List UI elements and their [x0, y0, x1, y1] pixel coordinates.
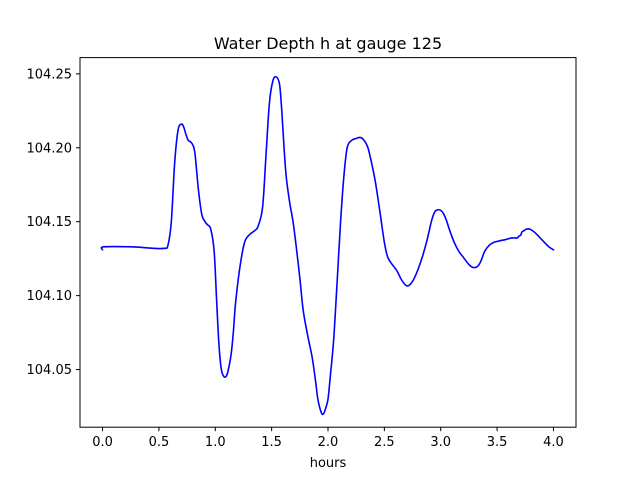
x-tick-label: 4.0	[543, 435, 564, 450]
x-tick-label: 0.0	[92, 435, 113, 450]
series-line-0	[100, 75, 555, 416]
x-tick-label: 0.5	[149, 435, 170, 450]
x-tick-label: 2.0	[318, 435, 339, 450]
y-tick-label: 104.10	[27, 289, 73, 304]
plot-area	[100, 75, 555, 416]
x-tick-label: 2.5	[374, 435, 395, 450]
y-tick-label: 104.25	[27, 67, 73, 82]
x-tick-label: 1.5	[261, 435, 282, 450]
y-tick-label: 104.15	[27, 215, 73, 230]
x-tick-label: 3.0	[430, 435, 451, 450]
y-tick-label: 104.05	[27, 363, 73, 378]
x-tick-label: 1.0	[205, 435, 226, 450]
chart-title: Water Depth h at gauge 125	[214, 34, 442, 53]
x-axis: 0.0 0.5 1.0 1.5 2.0 2.5 3.0 3.5 4.0	[92, 427, 564, 450]
x-axis-label: hours	[310, 456, 347, 471]
y-tick-label: 104.20	[27, 141, 73, 156]
y-axis: 104.05 104.10 104.15 104.20 104.25	[27, 67, 80, 378]
x-tick-label: 3.5	[487, 435, 508, 450]
